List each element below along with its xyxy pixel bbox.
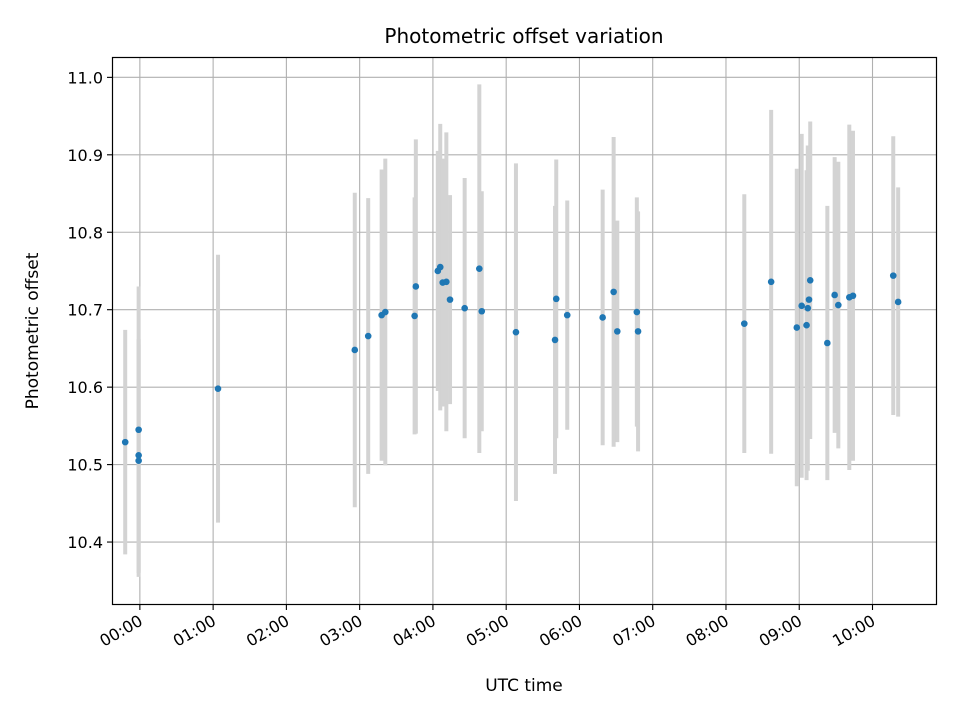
plot-frame — [111, 56, 938, 606]
y-axis-ticks: 10.4 10.5 10.6 10.7 10.8 10.9 11.0 — [67, 68, 113, 552]
data-point-3 — [135, 457, 142, 465]
grid-lines — [113, 58, 936, 604]
data-points — [121, 263, 902, 465]
data-point-40 — [849, 292, 857, 300]
data-point-24 — [610, 288, 617, 296]
data-point-26 — [633, 308, 641, 316]
data-point-34 — [805, 296, 813, 303]
data-point-22 — [563, 311, 571, 319]
data-point-18 — [478, 307, 486, 315]
data-point-27 — [634, 328, 642, 335]
data-point-32 — [803, 321, 810, 329]
data-point-36 — [824, 339, 831, 347]
data-point-23 — [599, 314, 606, 321]
data-point-1 — [135, 426, 142, 434]
data-point-8 — [381, 308, 389, 316]
data-point-20 — [551, 336, 559, 344]
y-axis-label: Photometric offset — [23, 252, 43, 409]
y-tick-label: 10.7 — [67, 301, 103, 320]
data-point-6 — [364, 332, 372, 340]
data-point-16 — [461, 304, 468, 312]
chart-title: Photometric offset variation — [384, 24, 663, 48]
y-tick-label: 10.8 — [67, 223, 103, 242]
data-point-10 — [412, 283, 420, 290]
data-point-12 — [436, 263, 444, 271]
data-point-9 — [411, 312, 418, 320]
data-point-30 — [793, 324, 801, 331]
data-point-35 — [806, 276, 814, 284]
x-axis-label: UTC time — [485, 676, 563, 696]
y-tick-label: 10.4 — [67, 533, 103, 552]
data-point-5 — [351, 346, 359, 354]
data-point-38 — [835, 301, 842, 309]
data-point-17 — [476, 265, 483, 272]
y-tick-label: 10.6 — [67, 378, 103, 397]
data-point-15 — [446, 296, 454, 303]
y-tick-label: 10.5 — [67, 456, 103, 475]
data-point-28 — [740, 320, 748, 327]
data-point-21 — [552, 295, 560, 303]
data-point-19 — [512, 328, 520, 336]
data-point-25 — [614, 328, 621, 335]
data-point-37 — [831, 291, 838, 299]
data-point-33 — [804, 304, 812, 312]
data-point-0 — [121, 438, 129, 446]
y-tick-label: 11.0 — [67, 68, 103, 87]
y-tick-label: 10.9 — [67, 146, 103, 165]
data-point-42 — [894, 298, 902, 306]
data-point-29 — [767, 278, 775, 286]
data-point-31 — [798, 302, 805, 310]
data-point-2 — [135, 452, 142, 459]
data-point-14 — [443, 278, 450, 286]
data-point-4 — [214, 385, 222, 392]
data-point-41 — [889, 272, 897, 279]
